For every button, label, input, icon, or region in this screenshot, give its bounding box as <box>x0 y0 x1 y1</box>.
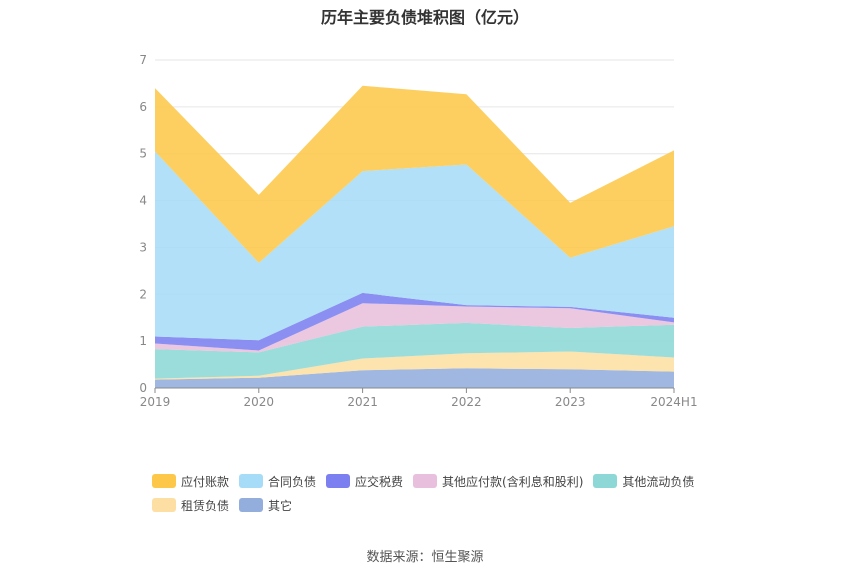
x-tick-label: 2022 <box>451 395 482 409</box>
area-series-应付账款 <box>155 85 674 263</box>
legend-swatch <box>152 474 176 488</box>
legend-item[interactable]: 其他应付款(含利息和股利) <box>413 472 583 490</box>
legend-label: 租赁负债 <box>181 498 230 513</box>
stacked-area-chart: 0 1 2 3 4 5 6 7 2019 2020 2021 2022 2023 2024H1 <box>139 53 697 409</box>
area-series <box>155 85 674 388</box>
y-tick-label: 7 <box>139 53 147 67</box>
area-series-应交税费 <box>155 292 674 351</box>
area-series-租赁负债 <box>155 351 674 380</box>
y-tick-label: 6 <box>139 100 147 114</box>
area-series-合同负债 <box>155 151 674 341</box>
y-tick-label: 4 <box>139 194 147 208</box>
legend-item[interactable]: 合同负债 <box>239 472 316 490</box>
legend-label: 其它 <box>268 498 293 513</box>
legend-label: 应付账款 <box>181 474 230 489</box>
legend-item[interactable]: 应付账款 <box>152 472 229 490</box>
y-tick-label: 3 <box>139 240 147 254</box>
x-tick-label: 2021 <box>347 395 378 409</box>
y-tick-label: 1 <box>139 334 147 348</box>
legend-swatch <box>239 498 264 512</box>
x-tick-label: 2024H1 <box>650 395 697 409</box>
legend-item[interactable]: 其它 <box>239 496 292 514</box>
legend-swatch <box>593 474 618 488</box>
y-tick-label: 2 <box>139 287 147 301</box>
legend-item[interactable]: 其他流动负债 <box>593 472 694 490</box>
area-series-其他流动负债 <box>155 322 674 379</box>
chart-title: 历年主要负债堆积图（亿元） <box>320 8 529 27</box>
legend-swatch <box>239 474 264 488</box>
legend-item[interactable]: 租赁负债 <box>152 496 229 514</box>
source-note: 数据来源：恒生聚源 <box>366 550 484 565</box>
y-tick-label: 0 <box>139 381 147 395</box>
legend-swatch <box>152 498 176 512</box>
x-tick-label: 2020 <box>244 395 275 409</box>
legend-label: 其他应付款(含利息和股利) <box>442 474 584 489</box>
axes: 0 1 2 3 4 5 6 7 2019 2020 2021 2022 2023 2024H1 <box>139 53 697 409</box>
legend-label: 应交税费 <box>355 474 404 489</box>
legend-label: 其他流动负债 <box>622 474 695 489</box>
x-tick-label: 2019 <box>140 395 171 409</box>
x-tick-label: 2023 <box>555 395 586 409</box>
legend-item[interactable]: 应交税费 <box>326 472 403 490</box>
legend-label: 合同负债 <box>268 474 317 489</box>
legend-swatch <box>413 474 438 488</box>
area-series-其它 <box>155 368 674 388</box>
y-tick-label: 5 <box>139 147 147 161</box>
legend: 应付账款 合同负债 应交税费 其他应付款(含利息和股利) 其他流动负债租赁负债 其它 <box>152 472 752 520</box>
area-series-其他应付款(含利息和股利) <box>155 303 674 353</box>
legend-swatch <box>326 474 351 488</box>
